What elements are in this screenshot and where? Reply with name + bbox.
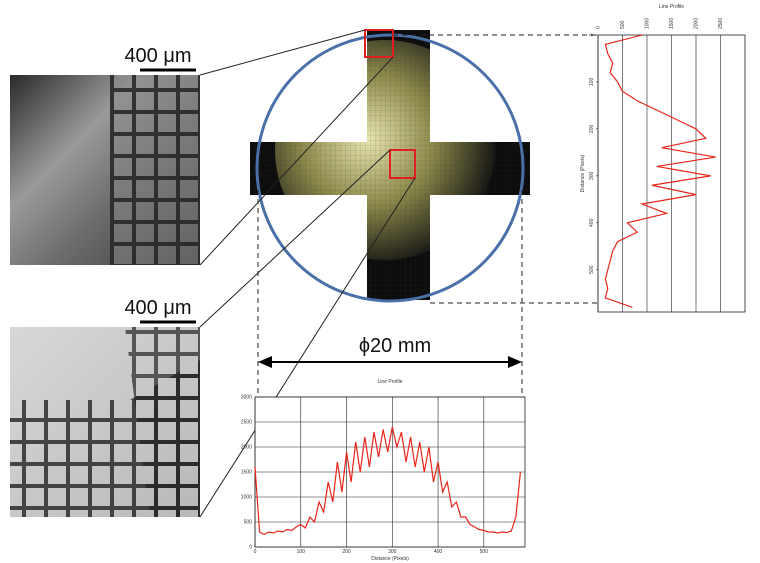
position-tick-label: 400	[434, 549, 443, 555]
value-tick-label: 3000	[241, 394, 252, 400]
plot-title: Line Profile	[659, 4, 684, 10]
position-tick-label: 200	[589, 125, 595, 134]
micrograph-bottom	[10, 327, 200, 517]
axis-label: Distance (Pixels)	[580, 154, 586, 192]
value-tick-label: 2500	[241, 419, 252, 425]
value-tick-label: 1500	[241, 469, 252, 475]
position-tick-label: 300	[388, 549, 397, 555]
value-tick-label: 1000	[644, 18, 650, 29]
diameter-label: ϕ20 mm	[359, 335, 431, 357]
position-tick-label: 100	[589, 78, 595, 87]
axis-label: Distance (Pixels)	[371, 556, 409, 562]
value-tick-label: 0	[249, 544, 252, 550]
value-tick-label: 2000	[693, 18, 699, 29]
position-tick-label: 200	[342, 549, 351, 555]
figure: 400 μm 400 μm ϕ20 mm 0500100015002000250…	[0, 0, 760, 563]
position-tick-label: 500	[480, 549, 489, 555]
position-tick-label: 300	[589, 171, 595, 180]
position-tick-label: 100	[297, 549, 306, 555]
micrograph-top	[10, 75, 200, 265]
value-tick-label: 1500	[669, 18, 675, 29]
diameter-arrow	[258, 356, 522, 368]
scale-label: 400 μm	[124, 45, 191, 67]
value-tick-label: 2000	[241, 444, 252, 450]
plot-title: Line Profile	[377, 379, 402, 385]
value-tick-label: 500	[244, 519, 253, 525]
value-tick-label: 0	[595, 26, 601, 29]
value-tick-label: 1000	[241, 494, 252, 500]
value-tick-label: 500	[620, 20, 626, 29]
position-tick-label: 400	[589, 218, 595, 227]
value-tick-label: 2500	[718, 18, 724, 29]
position-tick-label: 0	[254, 549, 257, 555]
position-tick-label: 500	[589, 265, 595, 274]
position-tick-label: 0	[589, 33, 595, 36]
scale-label: 400 μm	[124, 297, 191, 319]
